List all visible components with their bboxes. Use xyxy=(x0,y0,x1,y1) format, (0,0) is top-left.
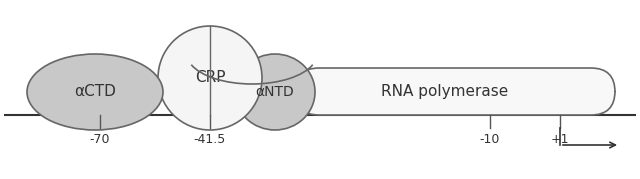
Ellipse shape xyxy=(235,54,315,130)
Ellipse shape xyxy=(158,26,262,130)
Ellipse shape xyxy=(27,54,163,130)
Text: -41.5: -41.5 xyxy=(194,133,226,146)
Text: +1: +1 xyxy=(551,133,569,146)
Text: αCTD: αCTD xyxy=(74,84,116,100)
Text: RNA polymerase: RNA polymerase xyxy=(381,84,509,99)
Text: CRP: CRP xyxy=(195,71,225,86)
Text: αNTD: αNTD xyxy=(255,85,294,99)
FancyBboxPatch shape xyxy=(295,68,615,115)
Text: -10: -10 xyxy=(480,133,500,146)
Text: -70: -70 xyxy=(90,133,110,146)
